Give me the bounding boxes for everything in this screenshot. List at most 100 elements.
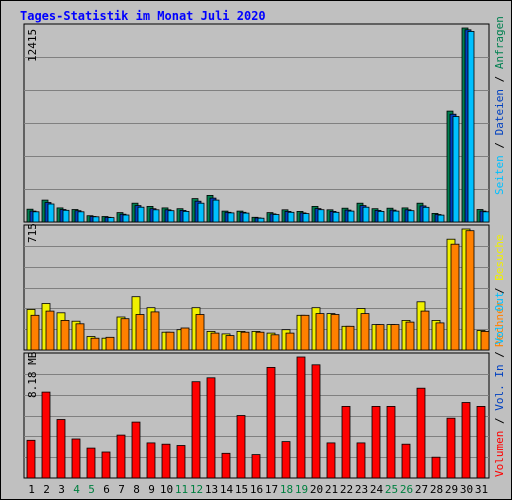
legend-seiten: Seiten	[493, 155, 506, 195]
x-label-day-16: 16	[250, 483, 263, 496]
bar-seiten-day-21	[332, 211, 340, 223]
bar-rechner-day-17	[270, 334, 280, 351]
x-label-day-20: 20	[310, 483, 323, 496]
bar-rechner-day-8	[135, 314, 145, 351]
x-label-day-2: 2	[43, 483, 50, 496]
bar-seiten-day-31	[482, 211, 490, 223]
bar-volumen-day-21	[326, 442, 336, 479]
bar-volumen-day-2	[41, 391, 51, 479]
bar-volumen-day-27	[416, 387, 426, 479]
bar-seiten-day-24	[377, 210, 385, 223]
bar-volumen-day-11	[176, 445, 186, 479]
bar-volumen-day-16	[251, 454, 261, 479]
bar-volumen-day-24	[371, 405, 381, 479]
bar-rechner-day-29	[450, 243, 460, 351]
bar-seiten-day-17	[272, 214, 280, 223]
bar-volumen-day-25	[386, 405, 396, 479]
bar-volumen-day-18	[281, 441, 291, 479]
bar-volumen-day-6	[101, 451, 111, 479]
bar-seiten-day-22	[347, 210, 355, 223]
bar-rechner-day-28	[435, 322, 445, 351]
x-label-day-19: 19	[295, 483, 308, 496]
bar-seiten-day-12	[197, 202, 205, 223]
x-label-day-18: 18	[280, 483, 293, 496]
y-max-label-requests: 12415	[26, 29, 39, 62]
bar-volumen-day-14	[221, 452, 231, 479]
legend-besuche: Besuche	[493, 234, 506, 280]
bar-volumen-day-19	[296, 356, 306, 479]
bar-volumen-day-4	[71, 438, 81, 479]
bar-volumen-day-23	[356, 442, 366, 479]
bar-seiten-day-6	[107, 217, 115, 223]
bar-rechner-day-1	[30, 314, 40, 351]
bar-seiten-day-1	[32, 211, 40, 223]
bar-volumen-day-15	[236, 415, 246, 479]
bar-seiten-day-20	[317, 209, 325, 223]
bar-seiten-day-18	[287, 211, 295, 223]
chart-title: Tages-Statistik im Monat Juli 2020	[20, 9, 266, 23]
bar-seiten-day-5	[92, 216, 100, 223]
x-label-day-3: 3	[58, 483, 65, 496]
legend-vol-in: Vol. In	[493, 364, 506, 410]
bar-volumen-day-31	[476, 405, 486, 479]
x-label-day-13: 13	[205, 483, 218, 496]
x-label-day-7: 7	[118, 483, 125, 496]
x-label-day-11: 11	[175, 483, 188, 496]
bar-seiten-day-14	[227, 212, 235, 223]
bar-rechner-day-3	[60, 319, 70, 351]
bar-rechner-day-19	[300, 314, 310, 351]
bar-volumen-day-12	[191, 381, 201, 479]
legend-requests: Seiten / Dateien / Anfragen	[493, 16, 506, 195]
x-label-day-29: 29	[445, 483, 458, 496]
bar-rechner-day-15	[240, 331, 250, 351]
bar-rechner-day-12	[195, 314, 205, 351]
bar-rechner-day-11	[180, 327, 190, 351]
panel-visits	[23, 224, 490, 351]
bar-seiten-day-3	[62, 209, 70, 223]
bar-seiten-day-23	[362, 206, 370, 223]
bar-rechner-day-13	[210, 332, 220, 351]
x-label-day-31: 31	[475, 483, 488, 496]
x-label-day-9: 9	[148, 483, 155, 496]
x-label-day-12: 12	[190, 483, 203, 496]
bar-rechner-day-16	[255, 331, 265, 351]
bar-volumen-day-22	[341, 405, 351, 479]
bar-seiten-day-29	[452, 116, 460, 223]
x-label-day-14: 14	[220, 483, 234, 496]
bar-seiten-day-10	[167, 210, 175, 223]
x-label-day-5: 5	[88, 483, 95, 496]
legend-anfragen: Anfragen	[493, 16, 506, 69]
bar-seiten-day-25	[392, 210, 400, 223]
bar-rechner-day-14	[225, 335, 235, 351]
bar-rechner-day-22	[345, 325, 355, 351]
bar-seiten-day-4	[77, 211, 85, 223]
bar-volumen-day-13	[206, 377, 216, 479]
bar-volumen-day-9	[146, 442, 156, 479]
x-label-day-1: 1	[28, 483, 35, 496]
bar-rechner-day-27	[420, 310, 430, 351]
bar-volumen-day-26	[401, 443, 411, 479]
bar-rechner-day-23	[360, 313, 370, 351]
bar-seiten-day-7	[122, 214, 130, 223]
bar-volumen-day-1	[26, 439, 36, 479]
x-label-day-22: 22	[340, 483, 353, 496]
x-label-day-8: 8	[133, 483, 140, 496]
panel-requests	[23, 23, 490, 223]
bar-volumen-day-3	[56, 419, 66, 479]
bar-rechner-day-7	[120, 318, 130, 351]
bar-seiten-day-8	[137, 206, 145, 223]
bar-volumen-day-7	[116, 434, 126, 479]
legend-volume: Volumen / Vol. In / Vol. Out	[493, 292, 506, 477]
bar-seiten-day-11	[182, 210, 190, 223]
bar-volumen-day-17	[266, 366, 276, 479]
x-label-day-28: 28	[430, 483, 443, 496]
x-label-day-25: 25	[385, 483, 398, 496]
x-label-day-27: 27	[415, 483, 428, 496]
legend-dateien: Dateien	[493, 89, 506, 135]
bar-rechner-day-6	[105, 336, 115, 351]
bar-volumen-day-28	[431, 456, 441, 479]
x-label-day-21: 21	[325, 483, 338, 496]
bar-rechner-day-30	[465, 230, 475, 351]
x-label-day-10: 10	[160, 483, 173, 496]
